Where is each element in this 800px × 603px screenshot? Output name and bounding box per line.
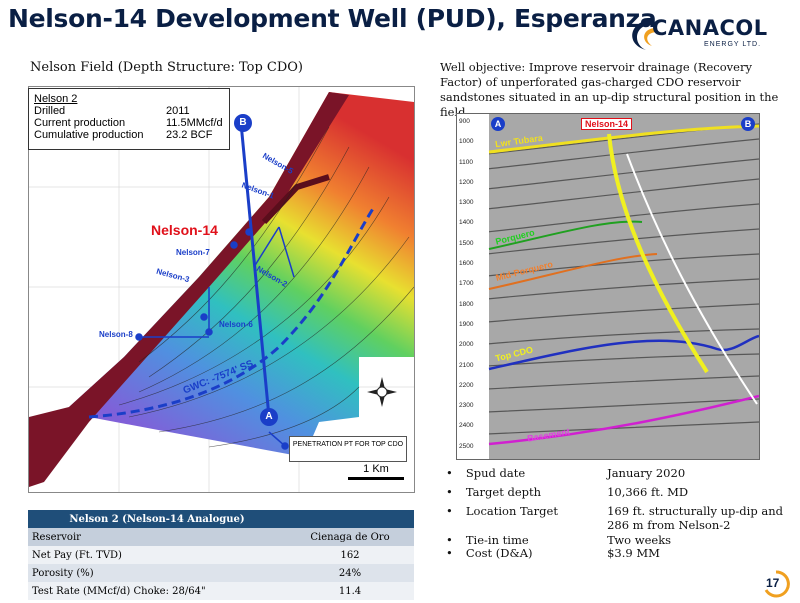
seismic-drawing <box>457 114 759 459</box>
compass-icon <box>367 377 397 407</box>
list-item: • Target depth 10,366 ft. MD <box>446 485 689 499</box>
depth-tick-label: 2200 <box>459 381 474 389</box>
depth-tick-label: 1600 <box>459 260 474 268</box>
penetration-note: PENETRATION PT FOR TOP CDO <box>289 436 407 462</box>
table-cell: 11.4 <box>286 582 414 600</box>
depth-tick-label: 2300 <box>459 402 474 410</box>
well-facts-list: • Spud date January 2020 • Target depth 10,3… <box>446 466 796 565</box>
table-cell: Test Rate (MMcf/d) Choke: 28/64" <box>28 582 286 600</box>
nelson-14-trajectory <box>607 133 709 374</box>
well-objective: Well objective: Improve reservoir draina… <box>440 60 779 119</box>
depth-tick-label: 1700 <box>459 280 474 288</box>
table-cell: Net Pay (Ft. TVD) <box>28 546 286 564</box>
gwc-contour <box>88 206 376 419</box>
seismic-traverse-line <box>239 122 271 418</box>
structure-map: B A Nelson-14 Nelson-5 Nelson-1 Nelson-7… <box>28 86 415 493</box>
depth-tick-label: 1800 <box>459 300 474 308</box>
logo-sub: ENERGY LTD. <box>704 41 762 48</box>
well-label-nelson-6: Nelson-6 <box>219 320 253 329</box>
logo-brand: CANACOL <box>652 16 768 40</box>
fault-block <box>29 92 349 487</box>
list-item: • Spud date January 2020 <box>446 466 686 480</box>
depth-tick-label: 900 <box>459 118 470 125</box>
fault-line <box>626 153 758 405</box>
well-label-nelson-7: Nelson-7 <box>176 248 210 257</box>
list-item: • Cost (D&A) $3.9 MM <box>446 546 660 560</box>
page-title: Nelson-14 Development Well (PUD), Espera… <box>8 4 657 33</box>
depth-tick-label: 1200 <box>459 178 474 186</box>
depth-tick-label: 2000 <box>459 341 474 349</box>
map-colored-surface <box>69 92 414 457</box>
depth-tick-label: 1000 <box>459 138 474 146</box>
depth-tick-label: 1500 <box>459 239 474 247</box>
seismic-point-a: A <box>491 117 505 131</box>
seismic-section: 900 1000 1100 1200 1300 1400 1500 1600 1700 1800 1… <box>456 113 760 460</box>
table-cell: 24% <box>286 564 414 582</box>
company-logo: CANACOL ENERGY LTD. <box>622 14 792 54</box>
depth-tick-label: 1300 <box>459 199 474 207</box>
infobox-row: Cumulative production 23.2 BCF <box>34 129 213 141</box>
depth-tick-label: 2100 <box>459 361 474 369</box>
page-number-badge-icon <box>764 570 790 598</box>
list-item: • Tie-in time Two weeks <box>446 533 672 547</box>
seismic-well-label: Nelson-14 <box>581 118 633 130</box>
map-subtitle: Nelson Field (Depth Structure: Top CDO) <box>30 60 304 75</box>
horizon-lwr-tubara <box>488 124 759 154</box>
map-point-a: A <box>260 408 278 426</box>
depth-tick-label: 2500 <box>459 442 474 450</box>
logo-swoosh-icon <box>632 20 658 50</box>
infobox-title: Nelson 2 <box>34 93 78 105</box>
infobox-row: Drilled 2011 <box>34 105 190 117</box>
structure-map-drawing <box>29 87 414 492</box>
map-scale-bar: 1 Km <box>348 463 404 480</box>
analog-table-header: Nelson 2 (Nelson-14 Analogue) <box>28 510 286 528</box>
page-number: 17 <box>762 570 790 598</box>
contour-lines <box>118 126 414 448</box>
table-cell: 162 <box>286 546 414 564</box>
map-point-b: B <box>234 114 252 132</box>
table-cell: Cienaga de Oro <box>286 528 414 546</box>
depth-tick-label: 1900 <box>459 320 474 328</box>
fault-trace <box>261 174 330 225</box>
depth-tick-label: 2400 <box>459 422 474 430</box>
nelson-14-map-label: Nelson-14 <box>151 222 218 238</box>
nelson-2-infobox: Nelson 2 Drilled 2011 Current production 1… <box>28 88 230 150</box>
scale-label: 1 Km <box>363 463 389 475</box>
list-item: • Location Target 169 ft. structurally up-… <box>446 504 783 532</box>
table-cell: Reservoir <box>28 528 286 546</box>
infobox-row: Current production 11.5MMcf/d <box>34 117 223 129</box>
well-label-nelson-8: Nelson-8 <box>99 330 133 339</box>
horizon-basement <box>488 394 759 446</box>
depth-tick-label: 1400 <box>459 219 474 227</box>
depth-tick-label: 1100 <box>459 158 473 166</box>
analog-table: Nelson 2 (Nelson-14 Analogue) Reservoir C… <box>28 510 414 600</box>
well-markers <box>135 226 295 450</box>
seismic-point-b: B <box>741 117 755 131</box>
horizon-top-cdo <box>488 334 759 371</box>
depth-axis: 900 1000 1100 1200 1300 1400 1500 1600 1700 1800 1… <box>457 114 489 459</box>
table-cell: Porosity (%) <box>28 564 286 582</box>
